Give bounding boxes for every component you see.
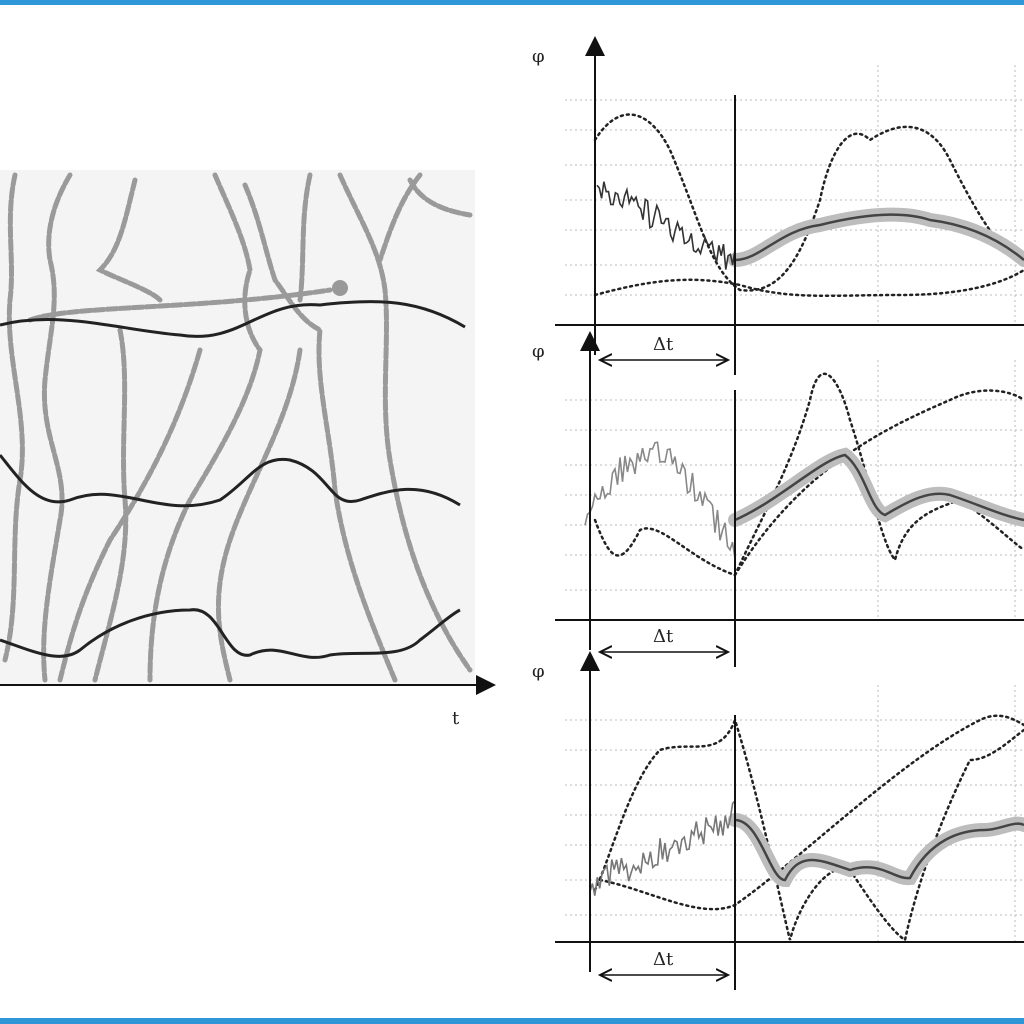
right-panels: Δt φ Δt φ Δt φ <box>532 36 1024 990</box>
signal <box>734 453 1024 522</box>
noisy-signal <box>596 181 736 270</box>
curve <box>0 608 461 659</box>
dotted-curve <box>593 113 1024 292</box>
dotted-curve <box>598 714 1024 911</box>
y-axis-label: φ <box>532 661 545 682</box>
signal <box>734 213 1024 262</box>
interval-label: Δt <box>653 949 674 970</box>
signal <box>734 818 1024 882</box>
curve <box>0 300 466 338</box>
top-border <box>0 0 1024 5</box>
y-axis-label: φ <box>532 341 545 362</box>
x-axis-label: t <box>452 708 460 729</box>
interval-label: Δt <box>653 626 674 647</box>
figure-sketch <box>2 172 473 683</box>
interval-label: Δt <box>653 334 674 355</box>
curve <box>0 454 461 508</box>
dotted-curve <box>733 389 1024 577</box>
y-axis-label: φ <box>532 46 545 67</box>
dotted-curve <box>593 716 1024 943</box>
dotted-curve <box>593 372 1024 577</box>
bottom-border <box>0 1018 1024 1024</box>
noisy-signal <box>589 800 736 896</box>
dotted-curve <box>593 268 1024 298</box>
signal-halo <box>728 207 1024 267</box>
left-panel: t <box>0 170 496 729</box>
left-background <box>0 170 475 685</box>
noisy-signal <box>584 441 736 559</box>
